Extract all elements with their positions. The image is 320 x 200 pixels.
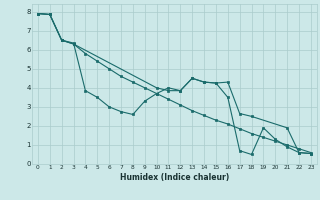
X-axis label: Humidex (Indice chaleur): Humidex (Indice chaleur) xyxy=(120,173,229,182)
